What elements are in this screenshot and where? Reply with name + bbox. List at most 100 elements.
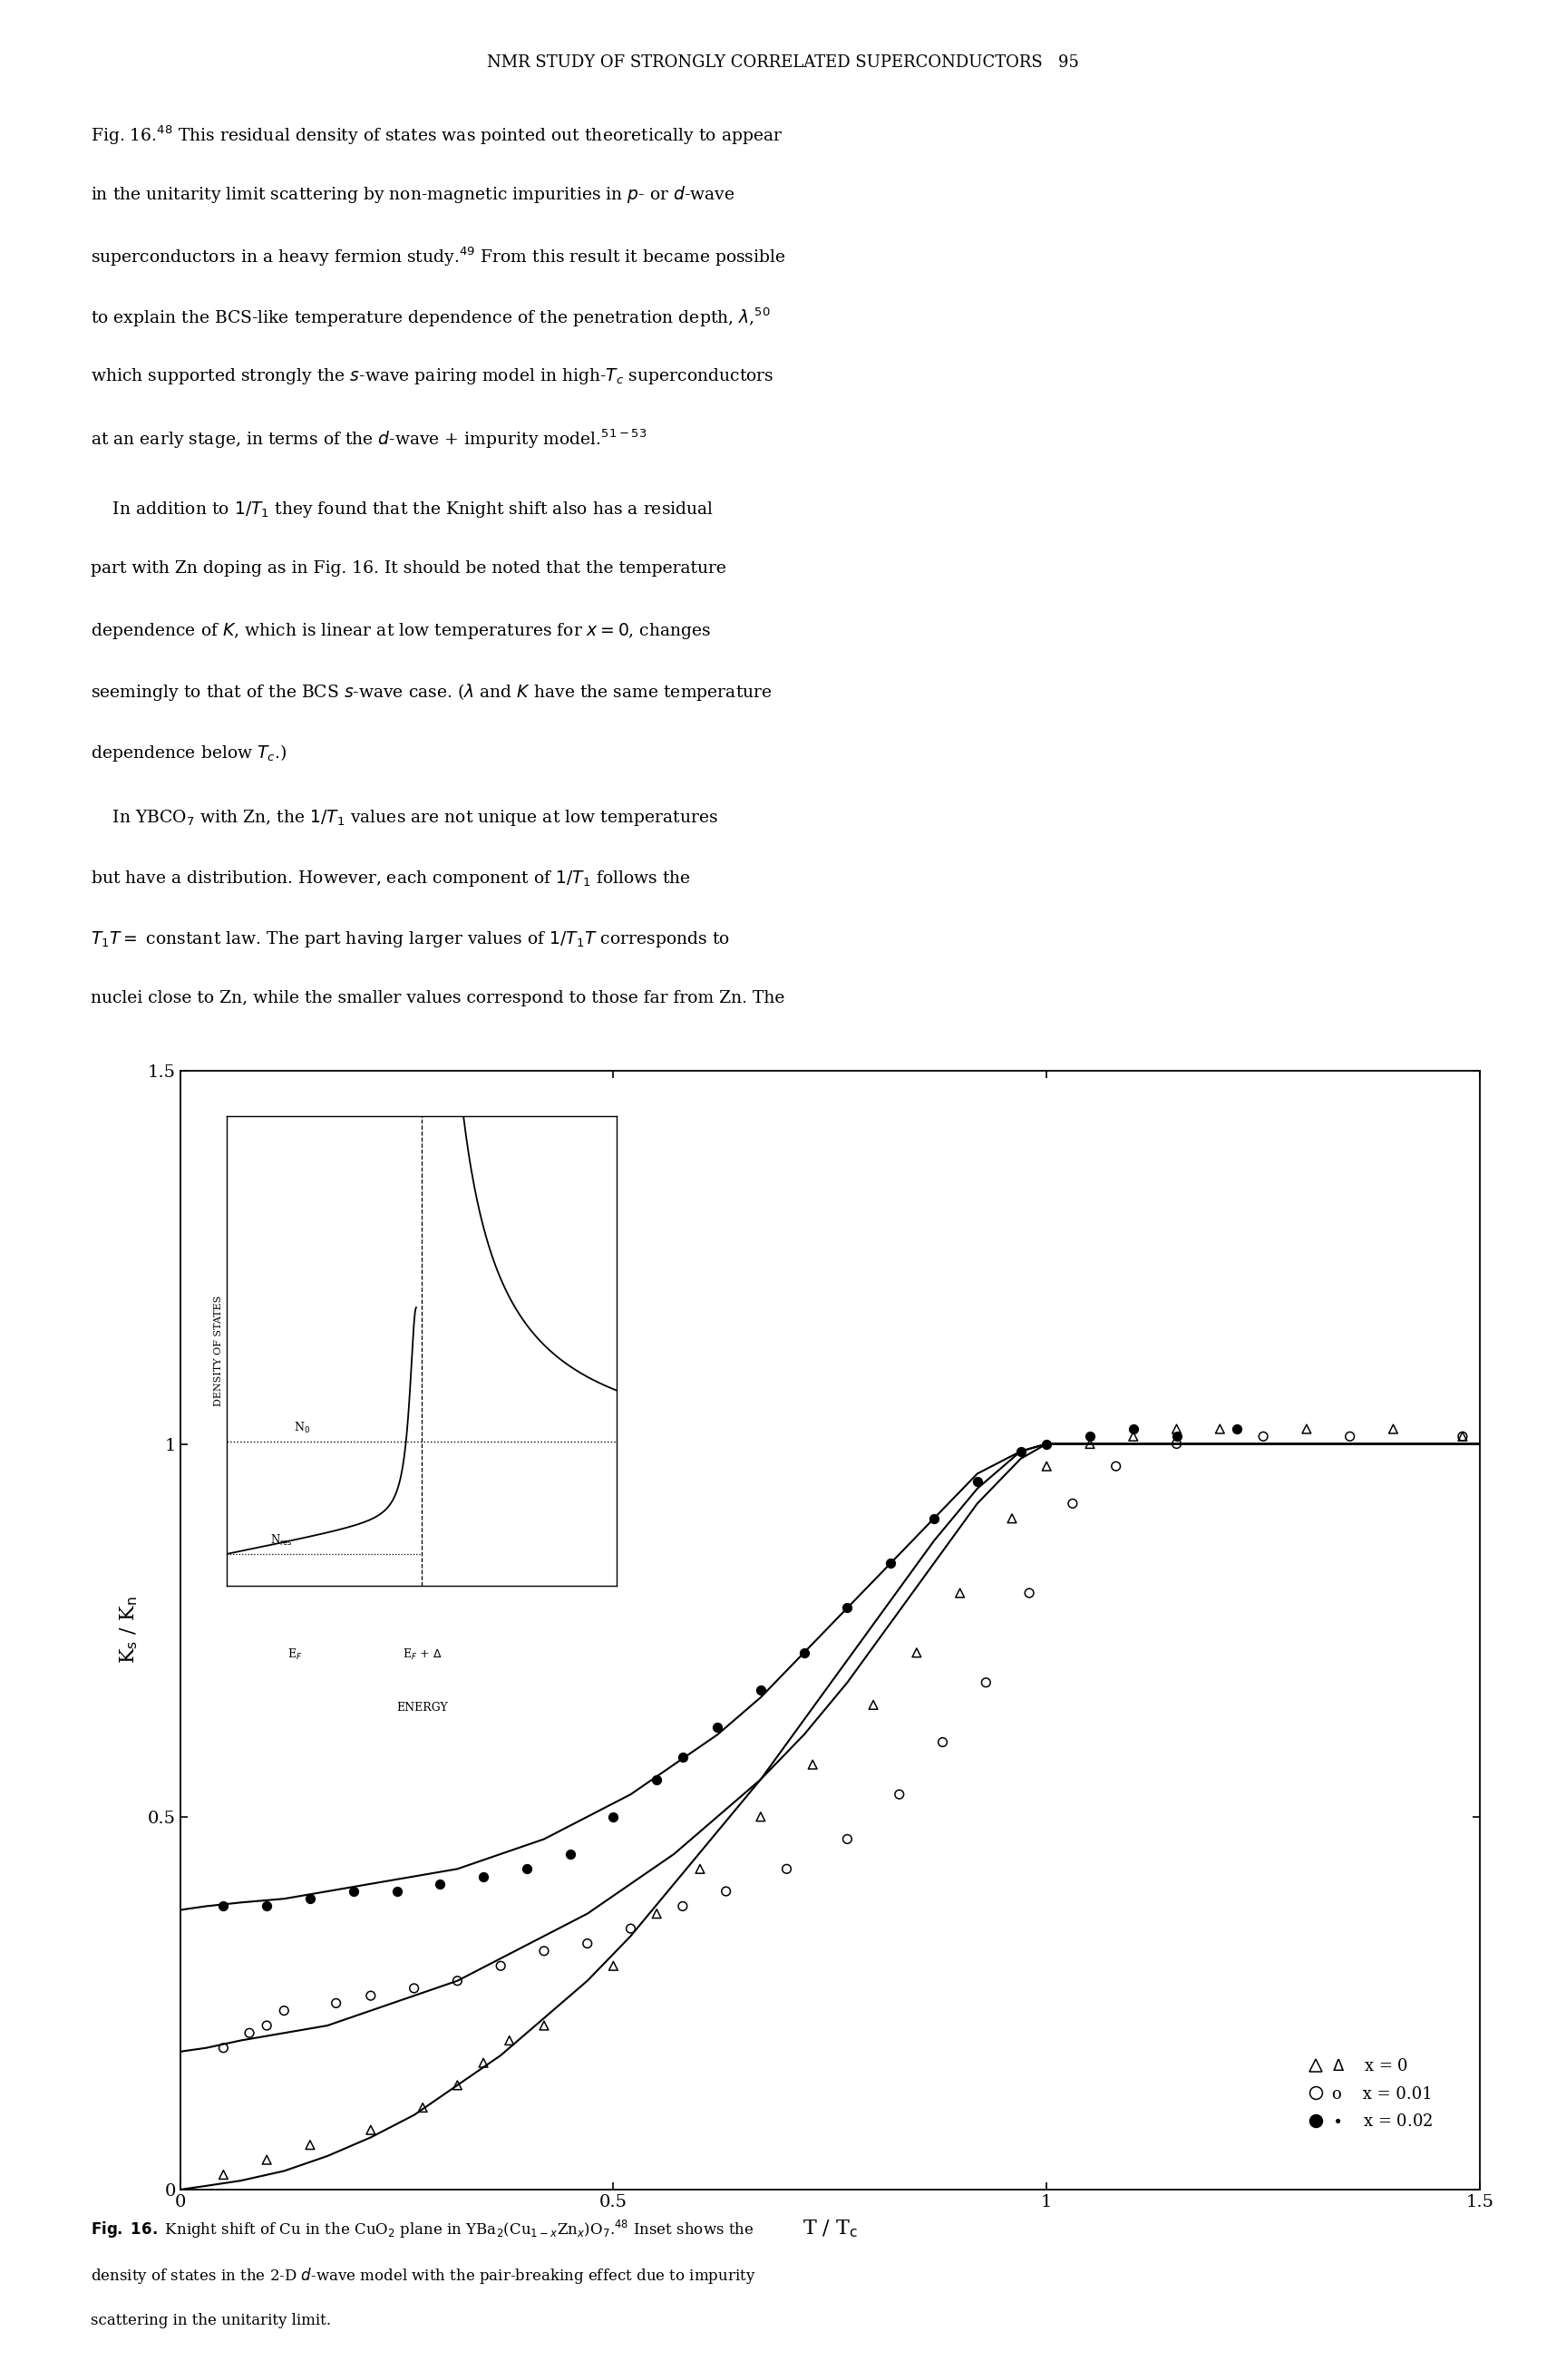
Point	[271, 1992, 296, 2030]
Point	[489, 1947, 514, 1985]
Text: dependence below $T_c$.): dependence below $T_c$.)	[91, 743, 287, 764]
Point	[861, 1685, 886, 1723]
Point	[619, 1909, 644, 1947]
Point	[601, 1947, 626, 1985]
Point	[445, 2066, 470, 2104]
Point	[410, 2090, 435, 2128]
Y-axis label: DENSITY OF STATES: DENSITY OF STATES	[215, 1295, 224, 1407]
Text: ENERGY: ENERGY	[396, 1702, 448, 1714]
Point	[601, 1797, 626, 1835]
Text: scattering in the unitarity limit.: scattering in the unitarity limit.	[91, 2313, 330, 2328]
Point	[921, 1499, 946, 1537]
Y-axis label: K$_{\rm s}$ / K$_{\rm n}$: K$_{\rm s}$ / K$_{\rm n}$	[119, 1597, 139, 1664]
Point	[930, 1723, 955, 1761]
Point	[904, 1633, 929, 1671]
Text: which supported strongly the $s$-wave pairing model in high-$T_c$ superconductor: which supported strongly the $s$-wave pa…	[91, 367, 774, 386]
Point	[1121, 1409, 1146, 1447]
Text: N$_0$: N$_0$	[293, 1421, 310, 1435]
Text: superconductors in a heavy fermion study.$^{49}$ From this result it became poss: superconductors in a heavy fermion study…	[91, 245, 786, 269]
Legend: $\Delta$    x = 0, o    x = 0.01, $\bullet$    x = 0.02: $\Delta$ x = 0, o x = 0.01, $\bullet$ x …	[1303, 2052, 1439, 2137]
Point	[1121, 1418, 1146, 1457]
Point	[1077, 1426, 1102, 1464]
Point	[749, 1671, 774, 1709]
Point	[749, 1797, 774, 1835]
Point	[670, 1737, 695, 1775]
Point	[254, 1887, 279, 1925]
Point	[947, 1573, 972, 1611]
Point	[1225, 1409, 1250, 1447]
Point	[879, 1545, 904, 1583]
Point	[1104, 1447, 1129, 1485]
Point	[1016, 1573, 1041, 1611]
Point	[965, 1461, 990, 1499]
Point	[714, 1873, 739, 1911]
Text: Fig. 16.$^{48}$ This residual density of states was pointed out theoretically to: Fig. 16.$^{48}$ This residual density of…	[91, 124, 783, 148]
Point	[401, 1968, 426, 2006]
Point	[1251, 1418, 1276, 1457]
Point	[835, 1590, 860, 1628]
Point	[705, 1709, 730, 1747]
Point	[835, 1821, 860, 1859]
Point	[254, 2006, 279, 2044]
Point	[800, 1745, 825, 1783]
Point	[1060, 1485, 1085, 1523]
Point	[324, 1985, 349, 2023]
Point	[514, 1849, 539, 1887]
Text: N$_{\rm res}$: N$_{\rm res}$	[269, 1533, 293, 1547]
Text: $T_1T =$ constant law. The part having larger values of $1/T_1T$ corresponds to: $T_1T =$ constant law. The part having l…	[91, 931, 730, 950]
Point	[791, 1633, 816, 1671]
Point	[359, 1978, 384, 2016]
Text: In YBCO$_7$ with Zn, the $1/T_1$ values are not unique at low temperatures: In YBCO$_7$ with Zn, the $1/T_1$ values …	[91, 809, 719, 828]
Text: dependence of $K$, which is linear at low temperatures for $x = 0$, changes: dependence of $K$, which is linear at lo…	[91, 621, 711, 640]
Point	[384, 1873, 409, 1911]
Text: at an early stage, in terms of the $d$-wave + impurity model.$^{51-53}$: at an early stage, in terms of the $d$-w…	[91, 428, 647, 450]
Text: nuclei close to Zn, while the smaller values correspond to those far from Zn. Th: nuclei close to Zn, while the smaller va…	[91, 990, 785, 1007]
Point	[531, 2006, 556, 2044]
Point	[254, 2140, 279, 2178]
Point	[1034, 1426, 1059, 1464]
Text: but have a distribution. However, each component of $1/T_1$ follows the: but have a distribution. However, each c…	[91, 869, 691, 888]
Point	[1077, 1418, 1102, 1457]
Point	[644, 1894, 669, 1933]
Text: seemingly to that of the BCS $s$-wave case. ($\lambda$ and $K$ have the same tem: seemingly to that of the BCS $s$-wave ca…	[91, 683, 772, 702]
Point	[211, 1887, 236, 1925]
Point	[1009, 1433, 1034, 1471]
Point	[670, 1887, 695, 1925]
Point	[211, 2156, 236, 2194]
Point	[1207, 1409, 1232, 1447]
Point	[496, 2021, 521, 2059]
Point	[687, 1849, 713, 1887]
Point	[999, 1499, 1024, 1537]
Text: $\mathbf{Fig.\ 16.}$ Knight shift of Cu in the CuO$_2$ plane in YBa$_2$(Cu$_{1-x: $\mathbf{Fig.\ 16.}$ Knight shift of Cu …	[91, 2218, 755, 2240]
Point	[471, 1856, 496, 1894]
Point	[531, 1933, 556, 1971]
Point	[644, 1761, 669, 1799]
Point	[1450, 1418, 1475, 1457]
Point	[1381, 1409, 1406, 1447]
Point	[1294, 1409, 1319, 1447]
Text: to explain the BCS-like temperature dependence of the penetration depth, $\lambd: to explain the BCS-like temperature depe…	[91, 305, 770, 328]
Point	[428, 1866, 453, 1904]
Point	[236, 2013, 262, 2052]
Point	[298, 1880, 323, 1918]
Text: density of states in the 2-D $d$-wave model with the pair-breaking effect due to: density of states in the 2-D $d$-wave mo…	[91, 2266, 756, 2285]
Point	[1164, 1409, 1189, 1447]
Text: E$_F$: E$_F$	[288, 1647, 302, 1661]
Point	[359, 2111, 384, 2149]
Point	[298, 2125, 323, 2163]
Point	[1034, 1447, 1059, 1485]
Text: In addition to $1/T_1$ they found that the Knight shift also has a residual: In addition to $1/T_1$ they found that t…	[91, 500, 714, 519]
Point	[575, 1925, 600, 1963]
Point	[1164, 1418, 1189, 1457]
Text: part with Zn doping as in Fig. 16. It should be noted that the temperature: part with Zn doping as in Fig. 16. It sh…	[91, 559, 727, 576]
Point	[341, 1873, 366, 1911]
Point	[445, 1961, 470, 1999]
Point	[211, 2028, 236, 2066]
X-axis label: T / T$_{\rm c}$: T / T$_{\rm c}$	[802, 2218, 858, 2240]
Text: E$_F$ + $\Delta$: E$_F$ + $\Delta$	[402, 1647, 442, 1661]
Point	[886, 1775, 911, 1814]
Point	[1337, 1418, 1362, 1457]
Point	[471, 2044, 496, 2082]
Point	[557, 1835, 583, 1873]
Text: NMR STUDY OF STRONGLY CORRELATED SUPERCONDUCTORS   95: NMR STUDY OF STRONGLY CORRELATED SUPERCO…	[487, 55, 1079, 71]
